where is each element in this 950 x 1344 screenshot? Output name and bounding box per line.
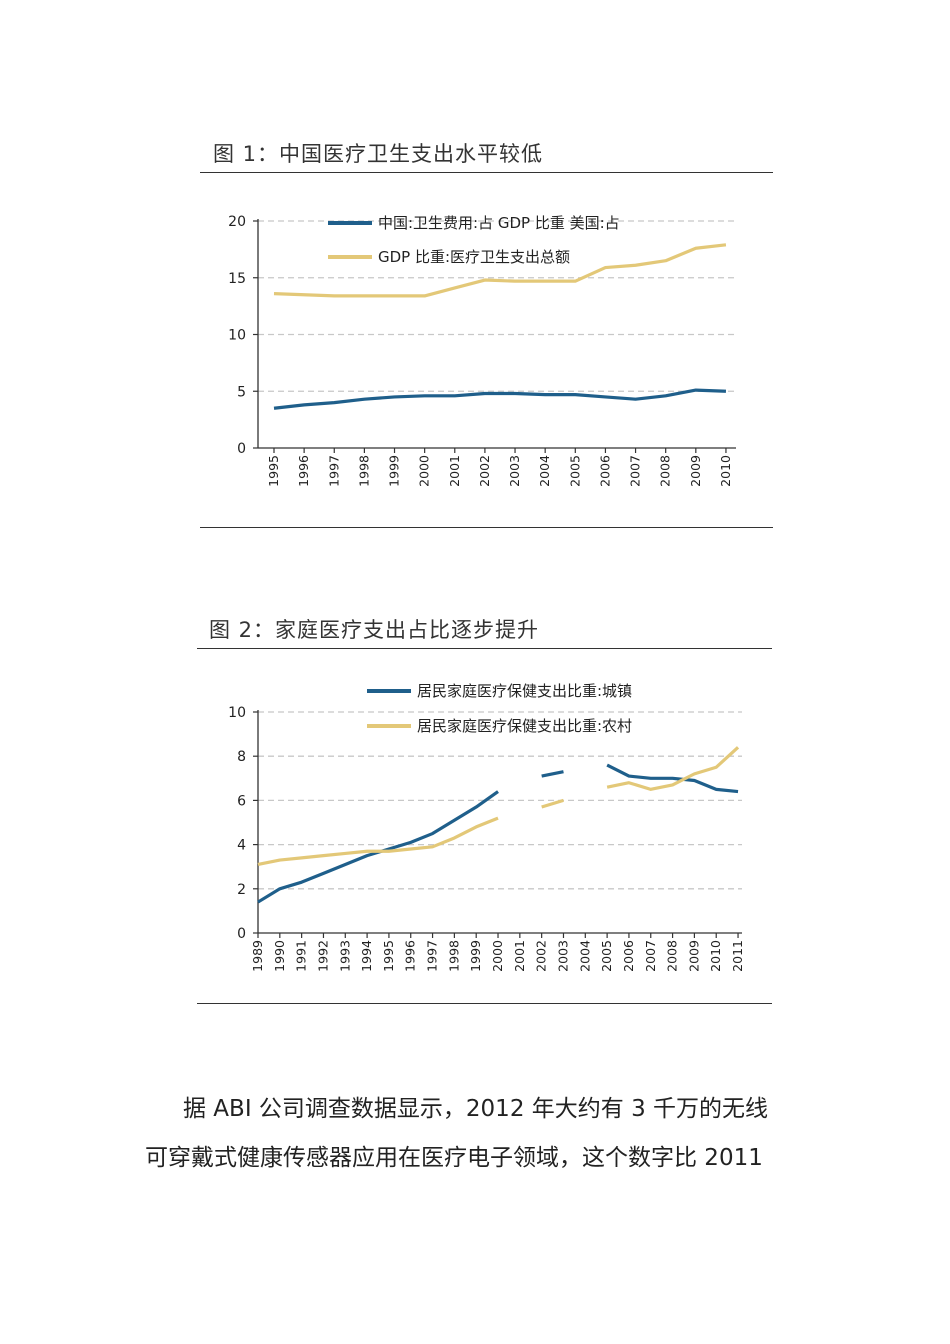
figure2-series-2-line [257, 816, 499, 867]
figure1-y-tick-label: 10 [228, 328, 246, 344]
figure2-x-tick-label: 1989 [250, 940, 265, 972]
figure2-x-tick-label: 1992 [315, 940, 330, 972]
figure2-y-tick-label: 8 [237, 749, 246, 765]
figure2-x-tick-label: 1994 [359, 940, 374, 972]
figure1-bottom-rule [200, 527, 773, 528]
figure2-x-tick-label: 2003 [555, 940, 570, 972]
figure2-y-tick-label: 2 [237, 882, 246, 898]
figure1-title: 图 1：中国医疗卫生支出水平较低 [213, 142, 544, 166]
figure1-x-tick-label: 2008 [658, 455, 673, 487]
figure2-y-tick-label: 10 [228, 705, 246, 721]
figure1-series-1-line [273, 388, 727, 410]
figure1-x-tick-label: 2003 [507, 455, 522, 487]
figure2-y-tick-label: 6 [237, 793, 246, 809]
figure2-x-tick-label: 1993 [337, 940, 352, 972]
figure1-x-tick-label: 1995 [266, 455, 281, 487]
figure2-x-tick-label: 1991 [294, 940, 309, 972]
figure1-x-tick-label: 2002 [477, 455, 492, 487]
figure1-y-tick-label: 15 [228, 271, 246, 287]
figure2-x-tick-label: 2007 [643, 940, 658, 972]
figure2-series-1-line [257, 790, 499, 904]
figure1-x-tick-label: 1999 [387, 455, 402, 487]
figure1-top-rule [200, 172, 773, 173]
figure1-x-tick-label: 2004 [537, 455, 552, 487]
figure1-x-tick-label: 1998 [356, 455, 371, 487]
figure2-x-tick-label: 2010 [708, 940, 723, 972]
figure2-x-tick-label: 2011 [730, 940, 745, 972]
figure2-x-tick-label: 1995 [381, 940, 396, 972]
figure1-series-2-line [273, 243, 727, 298]
figure2-bottom-rule [197, 1003, 772, 1004]
figure2-x-tick-label: 1998 [446, 940, 461, 972]
figure1-x-tick-label: 2001 [447, 455, 462, 487]
figure2-y-tick-label: 4 [237, 838, 246, 854]
figure1-y-tick-label: 20 [228, 214, 246, 230]
figure2-x-tick-label: 2005 [599, 940, 614, 972]
figure2-x-tick-label: 2009 [686, 940, 701, 972]
figure1-x-tick-label: 2009 [688, 455, 703, 487]
figure2-x-tick-label: 1999 [468, 940, 483, 972]
figure2-series-2-line [541, 798, 564, 809]
figure2-x-tick-label: 2008 [665, 940, 680, 972]
paragraph-line-2: 可穿戴式健康传感器应用在医疗电子领域，这个数字比 2011 [145, 1145, 763, 1171]
figure2-title: 图 2：家庭医疗支出占比逐步提升 [209, 618, 540, 642]
figure2-legend-label-1: 居民家庭医疗保健支出比重:城镇 [417, 682, 632, 700]
figure1-y-tick-label: 0 [237, 441, 246, 457]
figure1-legend-label-2: GDP 比重:医疗卫生支出总额 [378, 248, 570, 266]
figure1-x-tick-label: 2007 [628, 455, 643, 487]
figure2-top-rule [197, 648, 772, 649]
figure2-x-tick-label: 2002 [534, 940, 549, 972]
figure1-x-tick-label: 1997 [326, 455, 341, 487]
figure2-x-tick-label: 2001 [512, 940, 527, 972]
figure2-y-tick-label: 0 [237, 926, 246, 942]
figure2-legend-label-2: 居民家庭医疗保健支出比重:农村 [417, 717, 632, 735]
paragraph-line-1: 据 ABI 公司调查数据显示，2012 年大约有 3 千万的无线 [183, 1096, 769, 1122]
figure2-x-tick-label: 2006 [621, 940, 636, 972]
figure1-x-tick-label: 2005 [567, 455, 582, 487]
figure1-x-tick-label: 2006 [597, 455, 612, 487]
figure2-x-tick-label: 1997 [425, 940, 440, 972]
figure2-x-tick-label: 2004 [577, 940, 592, 972]
figure1-x-tick-label: 1996 [296, 455, 311, 487]
figure1-y-tick-label: 5 [237, 384, 246, 400]
figure2-x-tick-label: 1996 [403, 940, 418, 972]
figure1-x-tick-label: 2010 [718, 455, 733, 487]
figure1-x-tick-label: 2000 [417, 455, 432, 487]
figure2-series-2-line [606, 746, 740, 791]
figure1-legend-label-1: 中国:卫生费用:占 GDP 比重 美国:占 [378, 214, 620, 232]
figure2-series-1-line [541, 770, 564, 778]
figure2-x-tick-label: 2000 [490, 940, 505, 972]
figure2-x-tick-label: 1990 [272, 940, 287, 972]
